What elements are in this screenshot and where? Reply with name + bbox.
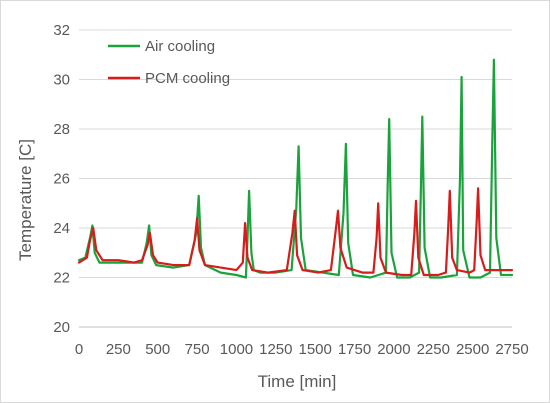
x-tick-label: 1500	[298, 341, 331, 358]
legend-label-pcm-cooling: PCM cooling	[145, 70, 230, 87]
x-tick-label: 2250	[417, 341, 450, 358]
y-tick-label: 22	[53, 270, 70, 287]
x-tick-label: 750	[185, 341, 210, 358]
legend-label-air-cooling: Air cooling	[145, 38, 215, 55]
series-line-pcm-cooling	[77, 187, 514, 277]
y-tick-label: 20	[53, 319, 70, 336]
x-tick-label: 0	[75, 341, 83, 358]
x-axis-title: Time [min]	[258, 372, 337, 391]
x-tick-label: 1250	[259, 341, 292, 358]
x-axis-ticks: 0 250 500 750 1000 1250 1500 1750 2000 2250 2500 27…	[75, 341, 529, 358]
y-tick-label: 26	[53, 171, 70, 188]
y-axis-title: Temperature [C]	[16, 139, 35, 261]
x-tick-label: 250	[106, 341, 131, 358]
y-tick-label: 28	[53, 121, 70, 138]
y-tick-label: 24	[53, 220, 70, 237]
y-tick-label: 32	[53, 22, 70, 39]
legend: Air cooling PCM cooling	[108, 38, 230, 87]
x-tick-label: 2500	[456, 341, 489, 358]
x-tick-label: 2000	[377, 341, 410, 358]
y-axis-ticks: 20 22 24 26 28 30 32	[53, 22, 70, 336]
x-tick-label: 1750	[338, 341, 371, 358]
x-tick-label: 2750	[495, 341, 528, 358]
y-tick-label: 30	[53, 72, 70, 89]
x-tick-label: 500	[145, 341, 170, 358]
x-tick-label: 1000	[220, 341, 253, 358]
series-lines	[77, 58, 514, 279]
